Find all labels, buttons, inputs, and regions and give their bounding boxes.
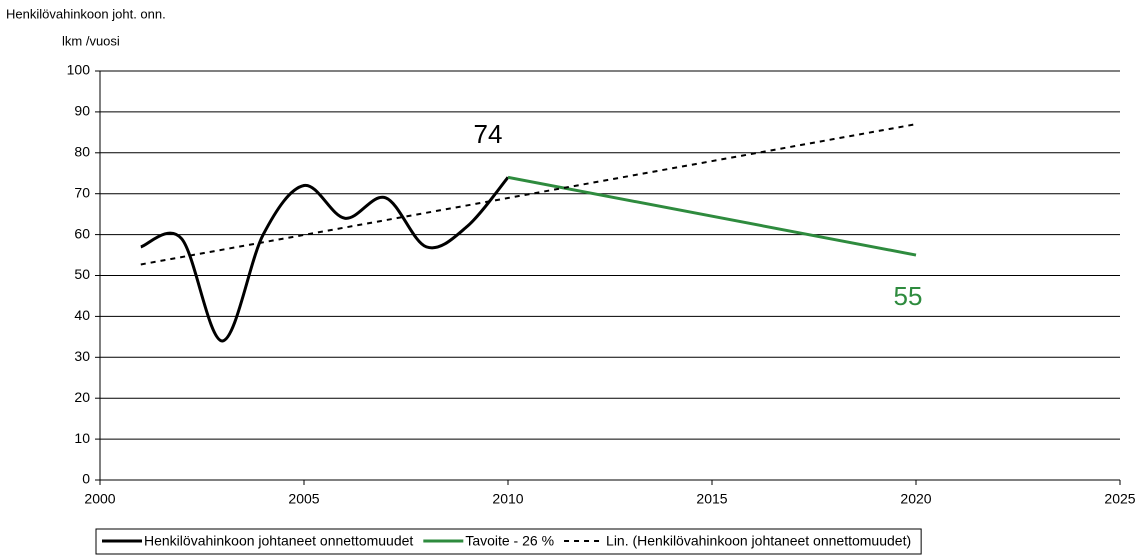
annotation: 55 [894,281,923,311]
y-tick-label: 30 [74,348,90,364]
x-tick-label: 2025 [1104,491,1135,507]
y-tick-label: 0 [82,471,90,487]
series-line [140,123,917,266]
x-tick-label: 2020 [900,491,931,507]
y-axis-label: Henkilövahinkoon joht. onn. [6,6,166,21]
y-tick-label: 40 [74,307,90,323]
y-tick-label: 20 [74,389,90,405]
series-line [507,175,917,257]
x-tick-label: 2005 [288,491,319,507]
y-tick-label: 90 [74,103,90,119]
legend-label: Lin. (Henkilövahinkoon johtaneet onnetto… [606,533,911,549]
x-tick-label: 2015 [696,491,727,507]
y-tick-label: 10 [74,430,90,446]
y-tick-label: 100 [67,62,91,78]
y-axis-label: lkm /vuosi [62,33,120,48]
legend-box [95,528,922,555]
annotation: 74 [474,119,503,149]
y-tick-label: 80 [74,144,90,160]
legend-label: Tavoite - 26 % [465,533,554,549]
x-tick-label: 2000 [84,491,115,507]
x-tick-label: 2010 [492,491,523,507]
y-tick-label: 50 [74,266,90,282]
series-line [140,176,510,343]
y-tick-label: 60 [74,225,90,241]
legend-label: Henkilövahinkoon johtaneet onnettomuudet [144,533,413,549]
y-tick-label: 70 [74,184,90,200]
